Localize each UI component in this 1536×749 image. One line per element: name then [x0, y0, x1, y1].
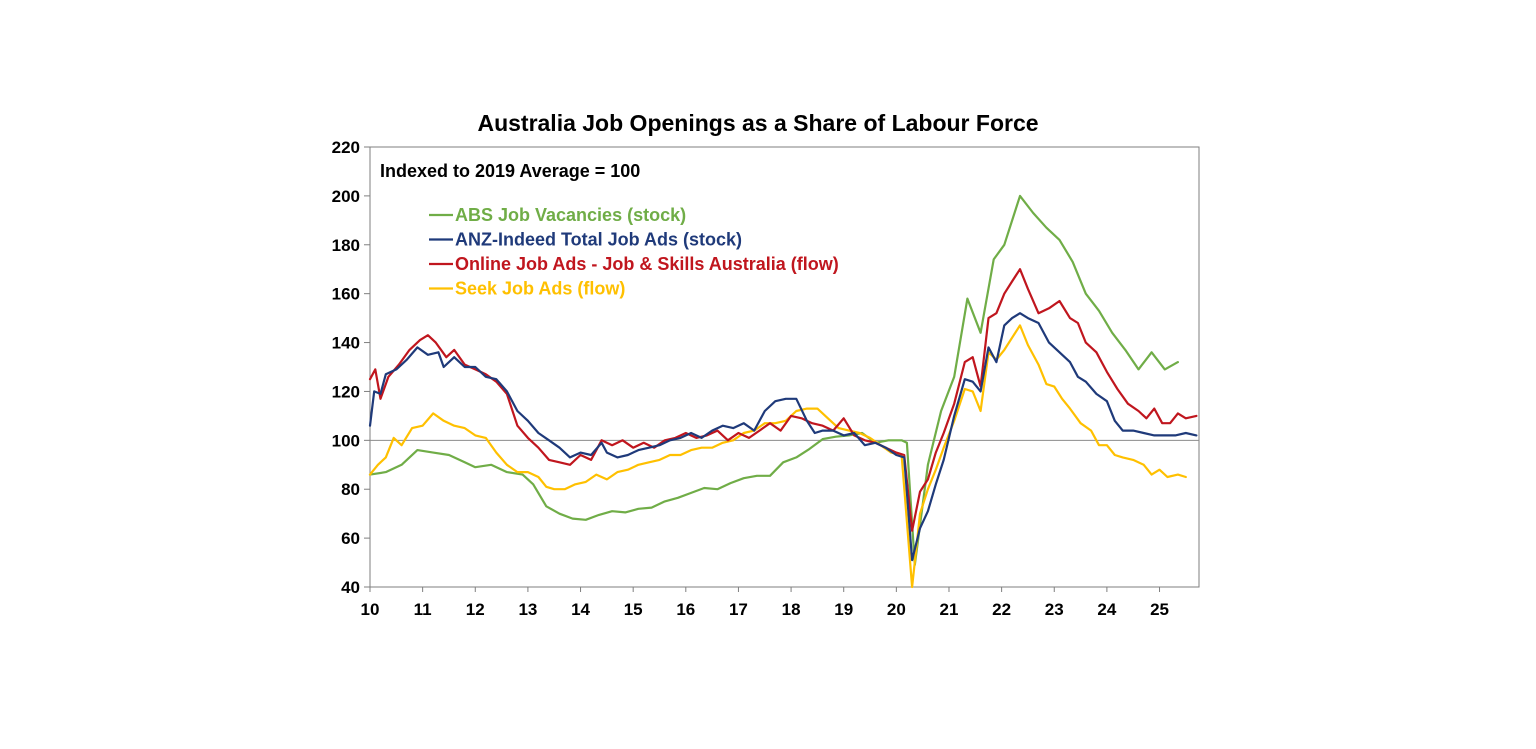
- y-tick-label: 40: [341, 578, 360, 597]
- x-tick-label: 20: [887, 600, 906, 619]
- x-tick-label: 23: [1045, 600, 1064, 619]
- x-tick-label: 21: [940, 600, 959, 619]
- series-lines: [368, 194, 1198, 589]
- series-line-online-job-ads-jsa: [368, 268, 1198, 532]
- x-tick-label: 13: [518, 600, 537, 619]
- y-tick-label: 80: [341, 480, 360, 499]
- x-tick-label: 10: [361, 600, 380, 619]
- x-tick-label: 22: [992, 600, 1011, 619]
- x-tick-label: 19: [834, 600, 853, 619]
- y-tick-label: 100: [332, 431, 360, 450]
- legend-label-online-job-ads-jsa: Online Job Ads - Job & Skills Australia …: [455, 254, 839, 274]
- x-tick-label: 24: [1097, 600, 1116, 619]
- x-tick-label: 12: [466, 600, 485, 619]
- x-tick-label: 11: [414, 600, 432, 619]
- y-tick-label: 220: [332, 138, 360, 157]
- legend-label-anz-indeed-total-job-ads: ANZ-Indeed Total Job Ads (stock): [455, 230, 742, 250]
- y-axis: 40 60 80 100 120 140 160 180 200 220: [332, 138, 370, 597]
- x-tick-label: 25: [1150, 600, 1169, 619]
- chart-annotation: Indexed to 2019 Average = 100: [380, 161, 640, 181]
- x-tick-label: 16: [676, 600, 695, 619]
- y-tick-label: 200: [332, 187, 360, 206]
- series-line-anz-indeed-total-job-ads: [368, 312, 1198, 562]
- series-line-abs-job-vacancies: [368, 194, 1179, 567]
- legend-label-seek-job-ads: Seek Job Ads (flow): [455, 279, 625, 299]
- y-tick-label: 120: [332, 382, 360, 401]
- y-tick-label: 60: [341, 529, 360, 548]
- legend: ABS Job Vacancies (stock) ANZ-Indeed Tota…: [429, 205, 839, 299]
- y-tick-label: 180: [332, 236, 360, 255]
- x-axis: 10 11 12 13 14 15 16 17 18 19 20 21 22 23 24 25: [361, 587, 1169, 619]
- legend-label-abs-job-vacancies: ABS Job Vacancies (stock): [455, 205, 686, 225]
- x-tick-label: 17: [729, 600, 748, 619]
- x-tick-label: 18: [782, 600, 801, 619]
- plot-area-frame: [369, 146, 1200, 588]
- chart-title: Australia Job Openings as a Share of Lab…: [477, 110, 1038, 136]
- x-tick-label: 15: [624, 600, 643, 619]
- y-tick-label: 160: [332, 285, 360, 304]
- x-tick-label: 14: [571, 600, 590, 619]
- y-tick-label: 140: [332, 334, 360, 353]
